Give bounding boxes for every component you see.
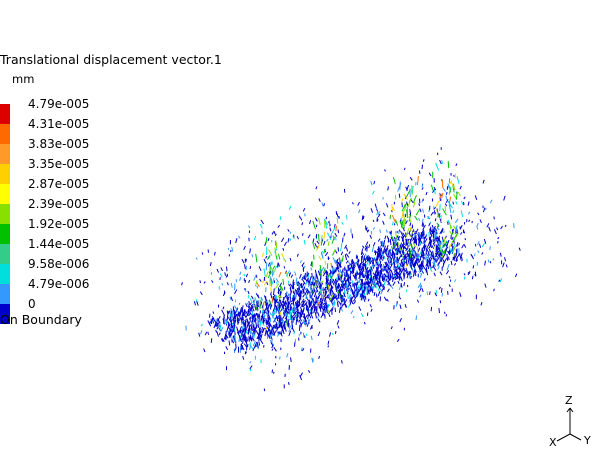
legend-swatch	[0, 164, 10, 184]
legend-swatch	[0, 144, 10, 164]
legend-swatch	[0, 204, 10, 224]
triad-z-label: Z	[565, 394, 573, 407]
legend-tick-label: 4.79e-006	[28, 277, 90, 291]
displacement-vector-field	[181, 147, 521, 392]
legend-swatch	[0, 304, 10, 324]
legend-unit: mm	[12, 72, 35, 86]
legend-tick-label: 3.83e-005	[28, 137, 90, 151]
triad-x-label: X	[549, 436, 557, 449]
legend-swatch	[0, 284, 10, 304]
triad-x-axis	[556, 433, 571, 442]
legend-tick-label: 2.87e-005	[28, 177, 90, 191]
legend-swatch	[0, 184, 10, 204]
legend-tick-label: 1.44e-005	[28, 237, 90, 251]
legend-tick-label: 3.35e-005	[28, 157, 90, 171]
legend-tick-label: 4.79e-005	[28, 97, 90, 111]
legend-title: Translational displacement vector.1	[0, 52, 222, 67]
legend-swatch	[0, 244, 10, 264]
axis-triad: Z X Y	[549, 394, 591, 449]
legend-swatch	[0, 224, 10, 244]
legend-tick-label: 4.31e-005	[28, 117, 90, 131]
legend-tick-label: 2.39e-005	[28, 197, 90, 211]
triad-y-label: Y	[583, 434, 591, 447]
legend-swatch	[0, 104, 10, 124]
legend-tick-label: 0	[28, 297, 36, 311]
legend-swatch	[0, 264, 10, 284]
legend-footer: On Boundary	[0, 312, 82, 327]
legend-tick-label: 9.58e-006	[28, 257, 90, 271]
legend-tick-label: 1.92e-005	[28, 217, 90, 231]
triad-y-axis	[569, 433, 582, 441]
legend-swatch	[0, 124, 10, 144]
